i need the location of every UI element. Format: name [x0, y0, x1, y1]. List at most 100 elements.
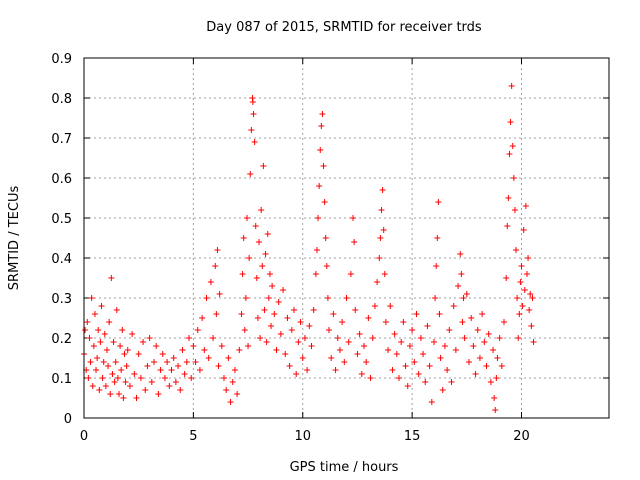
data-point — [260, 163, 267, 169]
data-point — [236, 347, 243, 353]
data-point — [97, 339, 104, 345]
data-point — [157, 367, 164, 373]
data-point — [356, 331, 363, 337]
data-point — [245, 343, 252, 349]
data-point — [301, 335, 308, 341]
y-axis-label: SRMTID / TECUs — [7, 186, 22, 291]
data-point — [113, 307, 120, 313]
data-point — [444, 367, 451, 373]
data-point — [239, 271, 246, 277]
data-point — [525, 255, 532, 261]
data-point — [129, 331, 136, 337]
data-point — [516, 311, 523, 317]
data-point — [350, 215, 357, 221]
data-point — [251, 139, 258, 145]
data-point — [371, 303, 378, 309]
data-point — [505, 195, 512, 201]
data-point — [119, 327, 126, 333]
y-tick-label: 0.3 — [51, 292, 72, 307]
data-point — [213, 311, 220, 317]
data-point — [194, 327, 201, 333]
data-point — [479, 311, 486, 317]
data-point — [508, 83, 515, 89]
data-point — [170, 355, 177, 361]
data-point — [317, 147, 324, 153]
data-point — [91, 311, 98, 317]
data-point — [369, 335, 376, 341]
data-point — [155, 391, 162, 397]
data-point — [273, 347, 280, 353]
data-point — [402, 363, 409, 369]
data-point — [498, 363, 505, 369]
data-point — [144, 363, 151, 369]
data-point — [352, 307, 359, 313]
data-point — [306, 323, 313, 329]
data-point — [420, 351, 427, 357]
data-point — [95, 327, 102, 333]
data-point — [121, 351, 128, 357]
axis-ticks: 0 0.1 0.2 0.3 0.4 0.5 0.6 0.7 0.8 0.9 0 5 10 15 20 — [51, 52, 609, 444]
data-point — [275, 299, 282, 305]
data-point — [105, 363, 112, 369]
data-point — [118, 367, 125, 373]
data-point — [432, 295, 439, 301]
data-point — [378, 207, 385, 213]
data-point — [361, 343, 367, 349]
data-point — [409, 327, 416, 333]
data-point — [88, 295, 95, 301]
data-point — [530, 339, 537, 345]
data-point — [112, 359, 119, 365]
data-point — [463, 291, 470, 297]
data-point — [501, 319, 507, 325]
data-point — [520, 227, 527, 233]
data-point — [188, 375, 195, 381]
data-point — [400, 319, 407, 325]
data-point — [203, 295, 210, 301]
data-point — [277, 331, 284, 337]
data-point — [205, 355, 212, 361]
data-point — [227, 399, 234, 405]
data-point — [341, 359, 348, 365]
data-point — [452, 347, 459, 353]
data-point — [374, 279, 381, 285]
y-tick-label: 0.1 — [51, 372, 72, 387]
data-point — [106, 319, 113, 325]
data-point — [146, 335, 153, 341]
data-point — [382, 319, 389, 325]
x-tick-label: 20 — [513, 429, 530, 444]
data-point — [223, 387, 230, 393]
data-point — [490, 347, 497, 353]
data-point — [422, 379, 429, 385]
data-point — [474, 327, 481, 333]
data-point — [264, 231, 271, 237]
data-point — [323, 263, 330, 269]
data-point — [457, 251, 464, 257]
data-point — [266, 271, 273, 277]
y-tick-label: 0.2 — [51, 332, 72, 347]
data-point — [389, 367, 396, 373]
data-point — [332, 367, 339, 373]
data-point — [381, 271, 388, 277]
data-point — [238, 311, 245, 317]
data-point — [250, 111, 257, 117]
data-point — [514, 295, 521, 301]
data-point — [269, 283, 276, 289]
data-point — [90, 343, 97, 349]
data-point — [322, 235, 329, 241]
data-point — [526, 307, 533, 313]
data-point — [98, 303, 105, 309]
data-point — [153, 343, 160, 349]
data-point — [199, 315, 206, 321]
data-point — [326, 327, 332, 333]
data-point — [316, 183, 323, 189]
data-point — [291, 307, 297, 313]
data-point — [86, 335, 93, 341]
data-point — [268, 323, 275, 329]
data-point — [122, 379, 129, 385]
data-point — [415, 371, 422, 377]
data-point — [506, 151, 513, 157]
data-point — [262, 251, 269, 257]
data-point — [494, 355, 501, 361]
data-point — [100, 359, 107, 365]
data-point — [280, 287, 287, 293]
